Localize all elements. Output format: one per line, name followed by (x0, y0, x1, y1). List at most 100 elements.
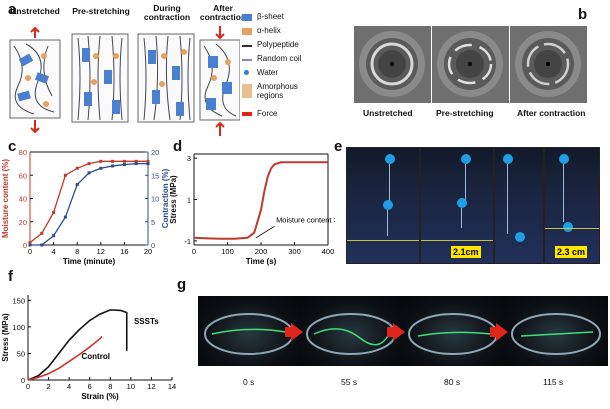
data-point (111, 159, 115, 163)
weight-ball (385, 154, 395, 164)
x-tick-label: 8 (108, 382, 112, 391)
data-point (75, 183, 79, 187)
data-point (134, 159, 138, 163)
arrow-stem (387, 327, 394, 337)
force-arrow-down-1 (30, 120, 40, 134)
data-point (87, 171, 91, 175)
series-line-control (27, 335, 103, 381)
stage-label-pre-stretching: Pre-stretching (72, 6, 130, 16)
y2-axis-label: Contraction (%) (161, 168, 170, 228)
stage-box-4 (199, 39, 240, 121)
chart-d-stress-time: 0 100 200 300 400 -1 1 3 Time (s) Stress (MPa) Moi… (170, 153, 335, 266)
series-label-control: Control (81, 352, 109, 361)
data-point (122, 163, 126, 167)
data-point (40, 231, 44, 235)
data-point (146, 162, 150, 166)
y2-tick-label: 20 (151, 148, 159, 157)
y-tick-label: 1 (187, 196, 191, 205)
data-point (87, 162, 91, 166)
legend-swatch-polypeptide (242, 45, 252, 47)
data-point (146, 159, 150, 163)
xrd-pattern-pre-stretching (432, 26, 509, 103)
annotation-moisture: Moisture content > 50% (276, 215, 335, 224)
x-tick-label: 400 (322, 247, 335, 256)
data-point (99, 166, 103, 170)
legend-swatch-amorphous (242, 84, 252, 98)
weight-ball (457, 198, 467, 208)
x-tick-label: 6 (88, 382, 92, 391)
y-tick-label: 20 (19, 218, 27, 227)
next-arrow-icon (393, 323, 405, 341)
xrd-caption-after-contraction: After contraction (517, 108, 586, 118)
water-icon (244, 70, 249, 75)
panel-letter-d: d (173, 138, 183, 155)
xrd-pattern-unstretched (354, 26, 431, 103)
next-arrow-icon (291, 323, 303, 341)
x-axis-label: Strain (%) (81, 392, 119, 401)
data-point (111, 164, 115, 168)
fiber-strand (389, 164, 390, 202)
x-tick-label: 0 (192, 247, 196, 256)
data-point (122, 159, 126, 163)
legend-polypeptide: Polypeptide (257, 40, 299, 49)
y-tick-label: 0 (23, 241, 27, 250)
fiber-strand (563, 164, 564, 222)
legend-swatch-random-coil (242, 59, 252, 61)
y-tick-label: 3 (187, 154, 191, 163)
y2-tick-label: 0 (151, 241, 155, 250)
y2-tick-label: 10 (151, 195, 159, 204)
data-point (28, 241, 32, 245)
reference-line (545, 228, 599, 229)
legend-alpha-helix: α-helix (257, 26, 281, 35)
y-axis-label: Moisture content (%) (1, 159, 10, 238)
panel-letter-e: e (334, 138, 343, 155)
y2-tick-label: 15 (151, 171, 159, 180)
weight-ball (515, 232, 525, 242)
data-point (99, 159, 103, 163)
stage-label-unstretched: Unstretched (10, 6, 60, 16)
x-tick-label: 20 (144, 247, 152, 256)
legend-beta-sheet: β-sheet (257, 12, 284, 21)
time-caption-115s: 115 s (543, 377, 564, 387)
y-tick-label: 50 (17, 349, 25, 358)
x-tick-label: 14 (168, 382, 176, 391)
stage-label-after-contraction: After contraction (199, 3, 247, 22)
data-point (63, 173, 67, 177)
arrow-stem (490, 327, 497, 337)
schematic-drawing (9, 26, 240, 136)
photo-e-2: 2.1cm (420, 147, 494, 264)
legend-random-coil: Random coil (257, 54, 302, 63)
y-tick-label: 0 (21, 376, 25, 385)
force-arrow-up-4 (215, 121, 225, 136)
weight-ball (503, 154, 513, 164)
dish-photo-0s (198, 296, 301, 366)
xrd-caption-pre-stretching: Pre-stretching (436, 108, 494, 118)
x-tick-label: 4 (67, 382, 71, 391)
data-point (28, 243, 32, 247)
dish-photo-115s (505, 296, 608, 366)
series-label-sssts: SSSTs (134, 317, 159, 326)
y-axis-label: Stress (MPa) (170, 175, 178, 224)
dish-photo-55s (300, 296, 403, 366)
weight-ball (563, 222, 573, 232)
weight-ball (383, 200, 393, 210)
x-tick-label: 12 (97, 247, 105, 256)
x-tick-label: 2 (46, 382, 50, 391)
panel-letter-a: a (8, 1, 17, 18)
y-tick-label: 150 (12, 296, 25, 305)
reference-line (421, 240, 493, 241)
panel-letter-g: g (177, 276, 187, 293)
fiber-strand (507, 164, 508, 234)
dish-photo-80s (402, 296, 505, 366)
y-tick-label: 60 (19, 171, 27, 180)
x-tick-label: 16 (120, 247, 128, 256)
series-line-stress (193, 161, 328, 240)
data-point (134, 162, 138, 166)
xrd-pattern-after-contraction (510, 26, 587, 103)
series-line-contraction (30, 162, 148, 246)
data-point (40, 243, 44, 247)
x-tick-label: 4 (52, 247, 56, 256)
legend-amorphous: Amorphous regions (257, 82, 298, 100)
x-axis-label: Time (minute) (63, 257, 116, 266)
fiber-strand (465, 164, 466, 202)
